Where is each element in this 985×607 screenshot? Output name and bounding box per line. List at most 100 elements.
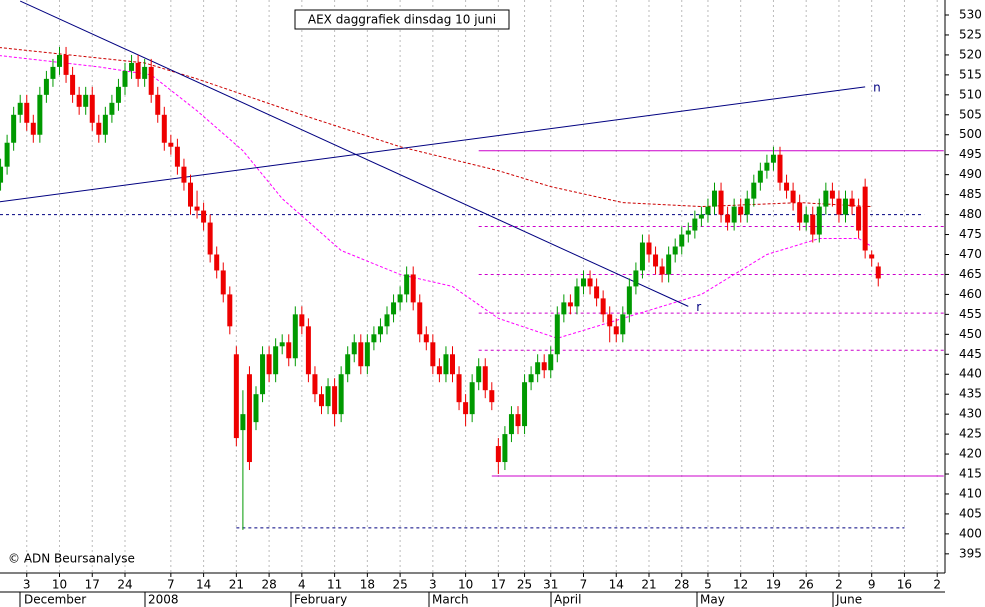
candle-body [777,154,783,183]
candle-body [784,182,790,191]
x-tick-label: 3 [23,578,31,592]
candle-body [135,62,141,79]
candle-body [476,366,482,383]
x-tick-label: 25 [392,578,407,592]
y-tick-label: 460 [959,287,982,301]
candle-body [705,206,711,215]
candle-body [829,190,835,199]
trendline [0,86,866,203]
candle-body [102,114,108,135]
candle-body [843,198,848,215]
candle-body [266,354,272,375]
candle-body [836,198,842,215]
y-tick-label: 475 [959,227,982,241]
candle-body [246,374,252,463]
y-tick-label: 425 [959,427,982,441]
candle-body [142,66,148,79]
copyright: © ADN Beursanalyse [8,552,135,566]
y-tick-label: 465 [959,267,982,281]
candle-body [522,382,528,427]
y-tick-label: 435 [959,387,982,401]
candle-body [364,342,370,367]
candle-body [109,102,115,115]
y-tick-label: 430 [959,407,982,421]
candle-body [83,94,89,107]
trendline-label: n [873,80,881,94]
month-separators [19,592,834,607]
candle-body [384,314,390,327]
candle-body [816,206,822,235]
candle-body [292,314,298,359]
x-tick-label: 25 [517,578,532,592]
candle-body [849,198,855,207]
y-tick-label: 415 [959,467,982,481]
candle-body [24,102,30,123]
title-box [294,9,510,30]
x-tick-label: 5 [704,578,712,592]
candle-body [181,166,187,183]
candle-body [594,286,600,299]
candle-body [404,274,410,295]
moving-average [0,55,872,339]
x-tick-label: 3 [429,578,437,592]
candle-body [738,206,744,215]
grid [26,0,938,573]
y-tick-label: 530 [959,8,982,22]
candle-body [574,286,580,307]
candle-body [764,162,770,171]
candle-body [712,190,717,207]
candle-body [567,302,573,307]
x-tick-label: 24 [117,578,132,592]
candle-body [469,382,475,415]
candle-body [725,214,731,223]
candle-body [319,394,324,407]
candle-body [50,66,56,79]
candle-body [122,70,128,87]
month-label: May [700,593,725,607]
candle-body [698,214,704,219]
y-tick-label: 470 [959,247,982,261]
candle-body [875,266,881,279]
candle-body [535,362,541,375]
candle-body [377,326,383,335]
candle-body [797,202,803,223]
x-tick-label: 16 [897,578,912,592]
y-tick-label: 520 [959,47,982,61]
candle-body [463,402,469,415]
candle-body [757,170,763,183]
candle-body [358,342,364,367]
x-tick-label: 7 [580,578,588,592]
candle-body [718,190,724,215]
candle-body [790,190,796,203]
candle-body [338,374,344,415]
candle-body [685,230,691,235]
candle-body [161,114,167,143]
y-tick-label: 450 [959,327,982,341]
candle-body [345,354,351,375]
candle-body [508,414,514,435]
candle-body [305,326,311,375]
candle-body [11,114,17,143]
x-tick-label: 2 [933,578,941,592]
candle-body [856,206,862,231]
y-tick-label: 395 [959,546,982,560]
candle-body [115,86,121,103]
candle-body [4,142,10,167]
candle-body [443,354,449,375]
candle-body [430,342,436,367]
candle-body [391,302,397,315]
y-tick-label: 500 [959,127,982,141]
month-label: 2008 [148,593,179,607]
month-label: April [554,593,581,607]
x-tick-label: 17 [85,578,100,592]
x-tick-label: 7 [167,578,175,592]
candle-body [371,334,377,343]
candle-body [155,94,161,115]
axes: 3954004054104154204254304354404454504554… [23,8,982,592]
month-label: December [24,593,86,607]
candle-body [207,222,213,255]
candle-body [312,374,318,395]
trendline-label: r [696,300,701,314]
candle-body [417,302,423,335]
